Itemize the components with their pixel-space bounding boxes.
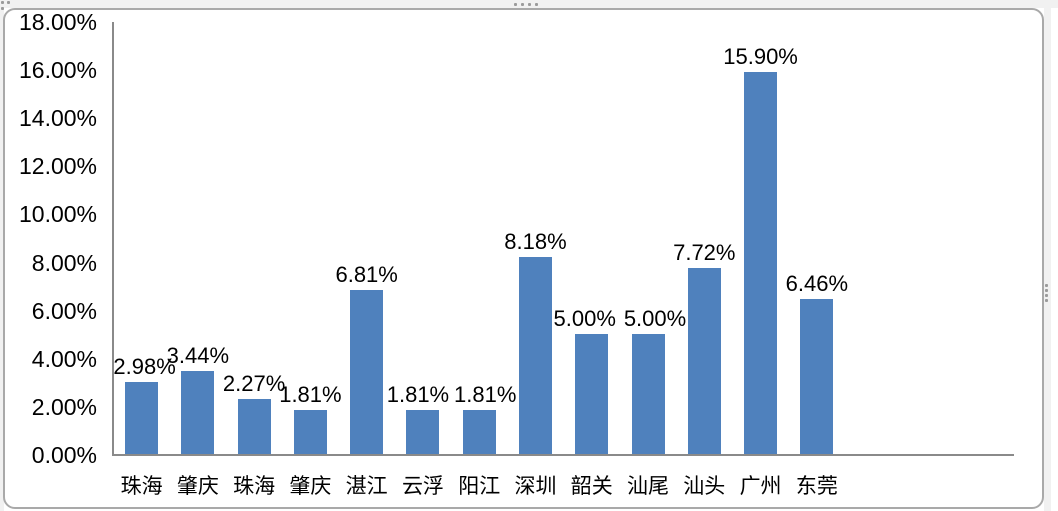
x-axis-label: 云浮 [401, 475, 444, 498]
x-axis-label: 汕尾 [627, 475, 670, 498]
handle-dot [528, 3, 531, 6]
handle-dot [535, 3, 538, 6]
data-label: 15.90% [723, 43, 798, 69]
handle-dot [7, 1, 10, 4]
x-axis-label: 肇庆 [289, 475, 332, 498]
handle-dot [1045, 299, 1048, 302]
bar-湛江-4[interactable] [350, 290, 384, 454]
bar-云浮-5[interactable] [406, 410, 440, 454]
data-label: 2.98% [113, 354, 176, 380]
y-axis-tick-label: 2.00% [31, 393, 97, 420]
y-axis-line [112, 22, 114, 456]
bar-肇庆-1[interactable] [181, 371, 215, 454]
bar-阳江-6[interactable] [462, 410, 496, 454]
bar-汕尾-9[interactable] [631, 333, 665, 454]
y-axis-tick-label: 8.00% [31, 249, 97, 276]
bar-东莞-12[interactable] [800, 298, 834, 454]
data-label: 7.72% [673, 240, 736, 266]
data-label: 6.46% [785, 270, 849, 296]
handle-dot [1, 1, 4, 4]
x-axis-line [112, 453, 1014, 456]
x-axis-label: 广州 [739, 475, 782, 498]
x-axis-label: 珠海 [120, 475, 163, 498]
bar-广州-11[interactable] [744, 71, 778, 454]
x-axis-label: 韶关 [570, 475, 613, 498]
data-label: 5.00% [623, 305, 687, 331]
data-label: 1.81% [454, 382, 517, 408]
y-axis-tick-label: 16.00% [18, 57, 97, 84]
y-axis-tick-label: 0.00% [31, 441, 97, 468]
data-label: 6.81% [335, 262, 398, 288]
y-axis-tick-label: 6.00% [31, 297, 97, 324]
data-label: 3.44% [166, 343, 230, 369]
handle-dot [1045, 284, 1048, 287]
y-axis-tick-label: 12.00% [18, 153, 97, 180]
data-label: 8.18% [504, 229, 567, 255]
x-axis-label: 汕头 [683, 475, 726, 498]
y-axis-tick-label: 18.00% [18, 9, 97, 35]
chart-frame-margin-left [0, 0, 4, 511]
x-axis-label: 深圳 [514, 475, 557, 498]
handle-dot [521, 3, 524, 6]
handle-dot [1, 7, 4, 10]
x-axis-label: 阳江 [458, 475, 501, 498]
bar-韶关-8[interactable] [575, 333, 609, 454]
y-axis-tick-label: 4.00% [31, 345, 97, 372]
x-axis-label: 肇庆 [176, 475, 219, 498]
chart-frame-margin-right [1044, 0, 1051, 511]
handle-dot [514, 3, 517, 6]
handle-dot [1045, 294, 1048, 297]
x-axis-label: 东莞 [795, 475, 838, 498]
y-axis-tick-label: 10.00% [18, 201, 97, 228]
y-axis-tick-label: 14.00% [18, 105, 97, 132]
data-label: 5.00% [553, 305, 616, 331]
handle-dot [1045, 289, 1048, 292]
bar-汕头-10[interactable] [687, 268, 721, 454]
bar-肇庆-3[interactable] [293, 410, 327, 454]
data-label: 1.81% [279, 382, 342, 408]
data-label: 2.27% [222, 371, 286, 397]
data-label: 1.81% [386, 382, 450, 408]
x-axis-label: 湛江 [345, 475, 388, 498]
bar-珠海-2[interactable] [237, 399, 271, 454]
bar-珠海-0[interactable] [125, 382, 159, 454]
x-axis-label: 珠海 [233, 475, 276, 498]
bar-深圳-7[interactable] [518, 257, 552, 454]
